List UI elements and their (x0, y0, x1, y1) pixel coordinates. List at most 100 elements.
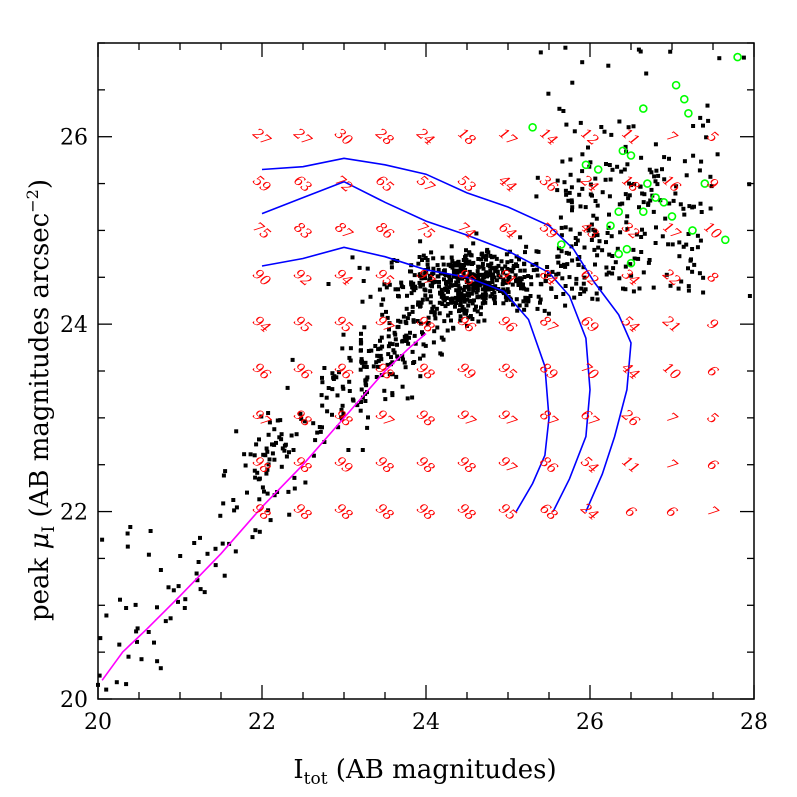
completeness-label: 54 (577, 454, 601, 478)
data-point (574, 281, 579, 286)
data-point (358, 408, 363, 413)
data-point (467, 251, 472, 256)
data-point (503, 294, 508, 299)
completeness-label: 7 (704, 503, 721, 521)
completeness-label: 7 (663, 456, 680, 474)
data-point (272, 442, 277, 447)
data-point (654, 168, 659, 173)
data-point (686, 266, 690, 271)
data-point (419, 276, 424, 281)
data-point (433, 279, 437, 284)
data-point (504, 298, 509, 303)
data-point (530, 262, 535, 267)
data-point (268, 518, 273, 523)
limit-line (101, 332, 427, 681)
data-point (534, 261, 539, 266)
data-point (423, 293, 428, 298)
data-point (476, 257, 481, 261)
data-point (511, 263, 516, 268)
completeness-label: 27 (290, 125, 315, 149)
data-point (563, 225, 568, 230)
data-point (317, 425, 322, 429)
data-point (319, 393, 324, 398)
completeness-label: 9 (704, 316, 721, 334)
data-point (670, 242, 675, 247)
data-point (445, 328, 450, 333)
data-point (452, 263, 457, 268)
data-point (454, 288, 459, 293)
data-point (747, 294, 752, 298)
data-point (450, 265, 455, 270)
data-point (452, 270, 456, 275)
data-point (282, 448, 287, 453)
data-point (463, 267, 468, 272)
data-point (330, 371, 335, 376)
data-point (529, 282, 534, 287)
data-point (233, 549, 238, 554)
data-point (146, 630, 151, 634)
data-point (496, 263, 501, 268)
data-point (564, 122, 569, 127)
data-point (456, 294, 461, 299)
completeness-label: 97 (495, 454, 519, 478)
data-point (499, 259, 504, 264)
data-point (462, 263, 466, 267)
data-point (706, 118, 711, 123)
data-point (443, 272, 447, 277)
data-point (158, 666, 163, 671)
data-point (461, 307, 466, 312)
data-point (436, 267, 441, 272)
data-point (320, 380, 325, 385)
data-point (576, 262, 581, 267)
data-point (380, 312, 385, 317)
data-point (562, 180, 567, 185)
green-circle-point (614, 249, 624, 259)
data-point (591, 227, 596, 232)
y-tick-label: 26 (60, 126, 88, 151)
data-point (418, 284, 423, 289)
data-point (595, 297, 600, 302)
data-point (603, 177, 608, 182)
completeness-label: 95 (290, 313, 314, 337)
data-point (331, 375, 336, 380)
data-point (418, 356, 422, 361)
data-point (266, 411, 271, 415)
green-circle-point (733, 52, 742, 62)
data-point (465, 297, 470, 302)
completeness-label: 59 (249, 173, 273, 197)
data-point (580, 152, 585, 157)
data-point (315, 430, 320, 435)
data-point (638, 184, 643, 189)
tick-labels: 20 22 24 26 28 20 22 24 26 (60, 126, 768, 735)
data-point (218, 513, 223, 518)
data-point (447, 285, 452, 290)
data-point (522, 275, 527, 279)
completeness-label: 83 (290, 219, 314, 243)
completeness-label: 27 (249, 125, 274, 149)
data-point (324, 395, 329, 400)
data-point (375, 353, 380, 358)
data-point (637, 205, 641, 210)
data-point (556, 254, 561, 259)
data-point (434, 306, 439, 311)
data-point (535, 175, 540, 180)
data-point (360, 299, 365, 304)
data-point (511, 266, 516, 270)
data-point (476, 273, 481, 278)
data-point (155, 659, 160, 664)
data-point (524, 244, 529, 249)
data-point (594, 216, 599, 221)
data-point (465, 323, 469, 328)
data-point (195, 578, 200, 583)
data-point (437, 311, 442, 316)
data-point (522, 268, 527, 273)
data-point (194, 571, 199, 576)
data-point (510, 269, 515, 274)
data-point (389, 260, 394, 265)
data-point (655, 182, 660, 187)
data-point (359, 400, 363, 404)
data-point (378, 338, 382, 343)
completeness-label: 44 (495, 172, 520, 196)
data-point (682, 159, 687, 164)
data-point (456, 283, 461, 288)
